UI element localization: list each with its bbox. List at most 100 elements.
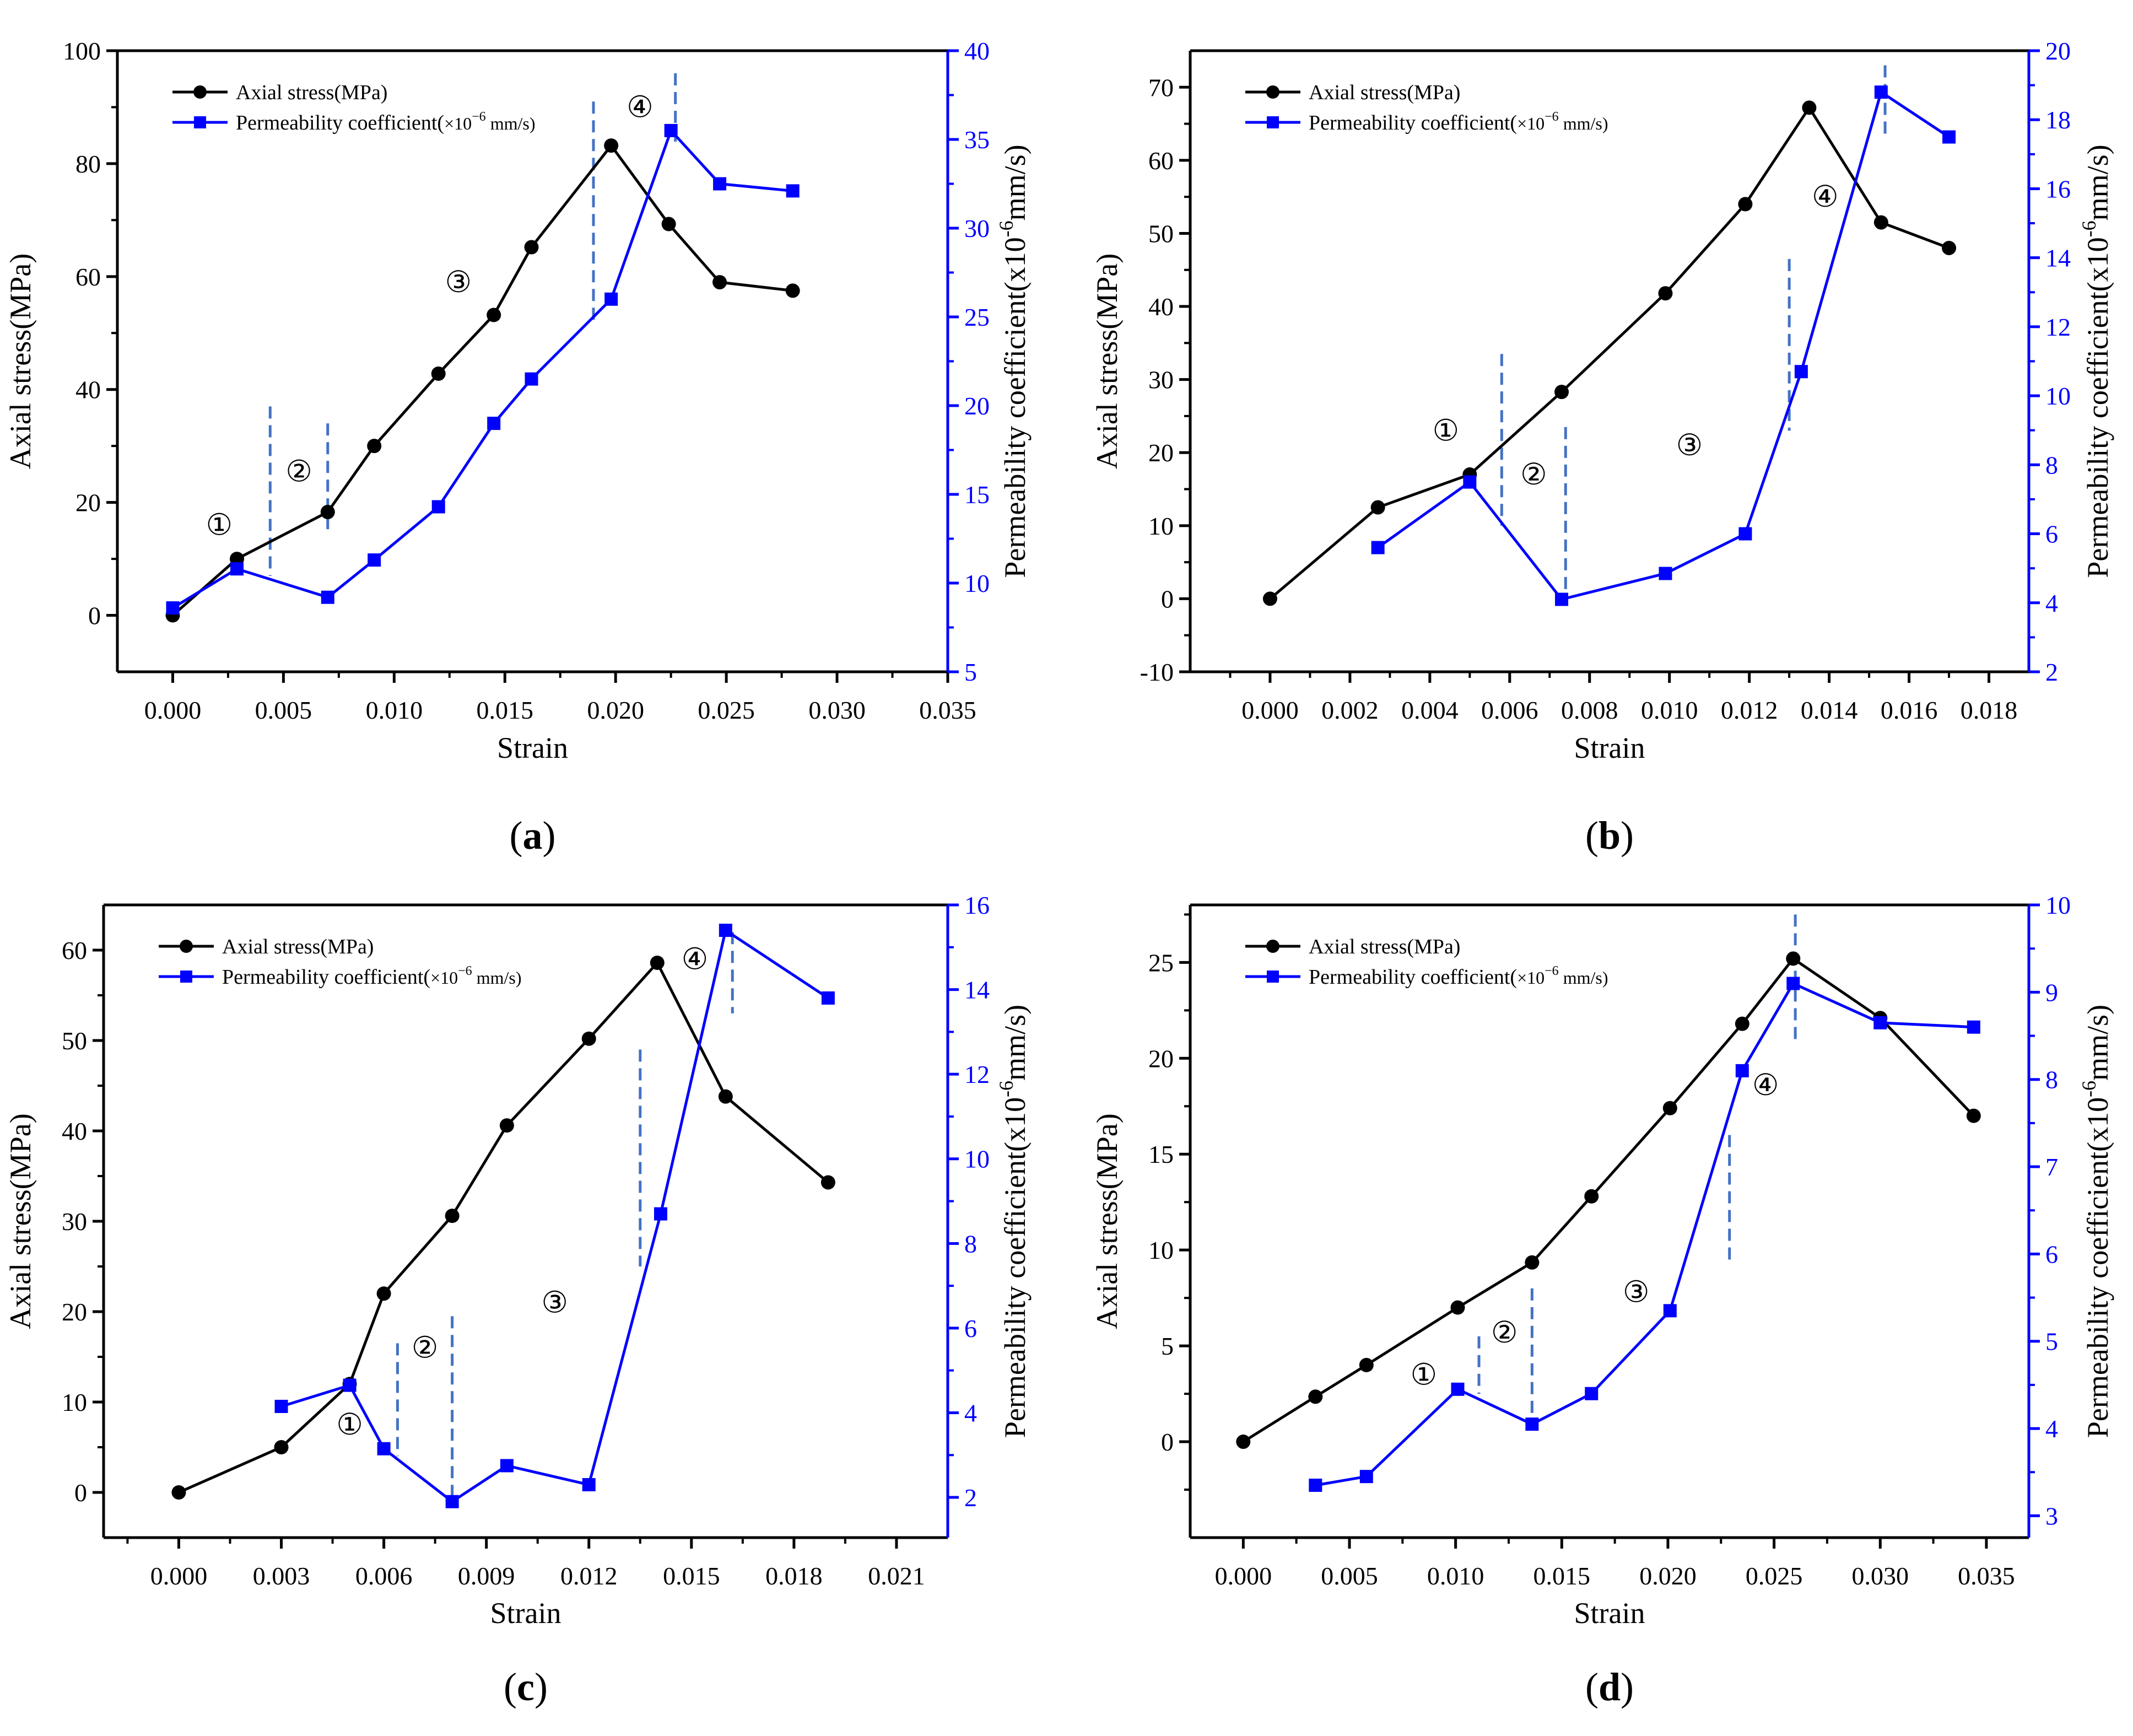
y-axis-title: Axial stress(MPa) [1090, 254, 1124, 469]
stress-point [376, 1286, 391, 1301]
x-tick-label: 0.006 [1481, 696, 1538, 724]
y2-tick-label: 6 [2045, 1240, 2058, 1268]
legend-perm-factor: ×10 [430, 968, 458, 988]
x-tick-label: 0.006 [355, 1562, 413, 1590]
permeability-point [1585, 1387, 1599, 1400]
stress-point [1738, 197, 1753, 212]
permeability-line [1377, 90, 1950, 601]
y-tick-label: 0 [1161, 1428, 1174, 1456]
x-tick-label: 0.020 [1639, 1562, 1697, 1590]
y2-tick-label: 14 [964, 976, 990, 1004]
y2-tick-label: 25 [964, 303, 990, 331]
y2-axis-title-exp: -6 [2078, 1081, 2100, 1097]
permeability-line [172, 129, 793, 610]
y2-tick-label: 5 [2045, 1328, 2058, 1356]
stress-line [1269, 106, 1950, 600]
legend-perm-factor: ×10 [1517, 968, 1545, 988]
panel-a: 0.000 0.005 0.010 0.015 0.020 0.025 0.030 0.035… [4, 37, 1032, 858]
legend: Axial stress(MPa) Permeability coefficien… [1245, 935, 1608, 989]
y2-tick-label: 12 [964, 1060, 990, 1088]
y-tick-label: 70 [1148, 73, 1174, 101]
legend: Axial stress(MPa) Permeability coefficien… [159, 935, 521, 989]
permeability-point [1371, 541, 1385, 554]
panel-caption: (a) [510, 813, 556, 858]
stress-line [171, 144, 793, 617]
stage-label: ③ [445, 266, 472, 299]
y2-tick-label: 16 [2045, 175, 2071, 203]
x-tick-label: 0.010 [1641, 696, 1698, 724]
x-axis-title: Strain [1574, 1597, 1645, 1630]
stress-point [1262, 591, 1277, 606]
permeability-point [1525, 1417, 1539, 1431]
y-tick-label: 20 [1148, 439, 1174, 467]
x-tick-label: 0.004 [1401, 696, 1459, 724]
x-tick-label: 0.025 [1746, 1562, 1803, 1590]
stress-point [1662, 1101, 1677, 1115]
y2-tick-label: 20 [964, 392, 990, 420]
stress-point [712, 275, 727, 290]
y2-axis-title: Permeability coefficient(x10-6mm/s) [995, 1005, 1032, 1438]
panel-caption: (b) [1585, 813, 1634, 858]
permeability-point [654, 1207, 667, 1221]
stress-point [431, 366, 446, 381]
y-tick-label: 60 [1148, 147, 1174, 175]
y2-tick-label: 4 [2045, 589, 2058, 617]
permeability-point [1359, 1470, 1373, 1484]
caption-open: ( [1585, 813, 1599, 858]
permeability-point [1942, 130, 1956, 144]
caption-open: ( [510, 813, 523, 858]
legend-perm-main: Permeability coefficient( [1309, 111, 1517, 134]
stress-point [1308, 1389, 1323, 1404]
stage-label: ② [1520, 458, 1547, 491]
permeability-point [1463, 475, 1477, 489]
legend-permeability-label: Permeability coefficient(×10−6 mm/s) [1309, 110, 1608, 134]
stage-label: ① [336, 1408, 363, 1441]
y-tick-label: 20 [75, 489, 101, 517]
x-tick-label: 0.010 [1427, 1562, 1484, 1590]
permeability-point [1873, 1016, 1887, 1029]
y-tick-label: 25 [1148, 948, 1174, 977]
x-tick-label: 0.003 [253, 1562, 310, 1590]
y2-tick-label: 10 [2045, 382, 2071, 410]
y-tick-label: 0 [74, 1479, 87, 1507]
permeability-point [487, 417, 501, 430]
legend-stress-marker [1266, 85, 1279, 99]
x-axis-title: Strain [1574, 731, 1645, 764]
y2-tick-label: 40 [964, 37, 990, 65]
permeability-point [1874, 85, 1888, 99]
permeability-point [1663, 1304, 1677, 1318]
permeability-point [1451, 1382, 1465, 1396]
legend-permeability-label: Permeability coefficient(×10−6 mm/s) [222, 964, 521, 989]
legend-stress-label: Axial stress(MPa) [236, 81, 387, 104]
legend-perm-tail: mm/s) [1559, 114, 1608, 133]
stress-point [1359, 1357, 1374, 1372]
permeability-point [1659, 567, 1672, 580]
permeability-point [1794, 365, 1808, 379]
y2-axis-title: Permeability coefficient(x10-6mm/s) [2078, 1005, 2114, 1438]
y2-tick-label: 10 [964, 569, 990, 597]
legend: Axial stress(MPa) Permeability coefficien… [1245, 81, 1608, 134]
y-tick-label: 40 [62, 1117, 87, 1145]
caption-letter: c [517, 1665, 534, 1709]
legend-permeability-marker [194, 116, 206, 128]
y2-axis-title-main: Permeability coefficient(x10 [2081, 237, 2114, 578]
permeability-point [1309, 1478, 1322, 1492]
x-tick-label: 0.012 [560, 1562, 618, 1590]
y-tick-label: 10 [62, 1388, 87, 1416]
permeability-point [377, 1442, 391, 1455]
stress-point [445, 1209, 460, 1223]
caption-letter: a [523, 813, 543, 858]
permeability-point [321, 590, 334, 604]
y2-tick-label: 12 [2045, 313, 2071, 341]
permeability-point [664, 123, 678, 137]
stress-point [320, 505, 335, 520]
y-axis-title: Axial stress(MPa) [4, 1113, 37, 1329]
stress-point [1786, 951, 1801, 966]
y2-axis-title: Permeability coefficient(x10-6mm/s) [2078, 144, 2114, 578]
y-tick-label: 100 [63, 37, 101, 65]
permeability-point [445, 1495, 459, 1508]
y2-axis-title-tail: mm/s) [2081, 144, 2114, 220]
x-tick-label: 0.035 [919, 696, 976, 724]
stage-label: ④ [682, 942, 708, 975]
permeability-point [821, 991, 835, 1005]
